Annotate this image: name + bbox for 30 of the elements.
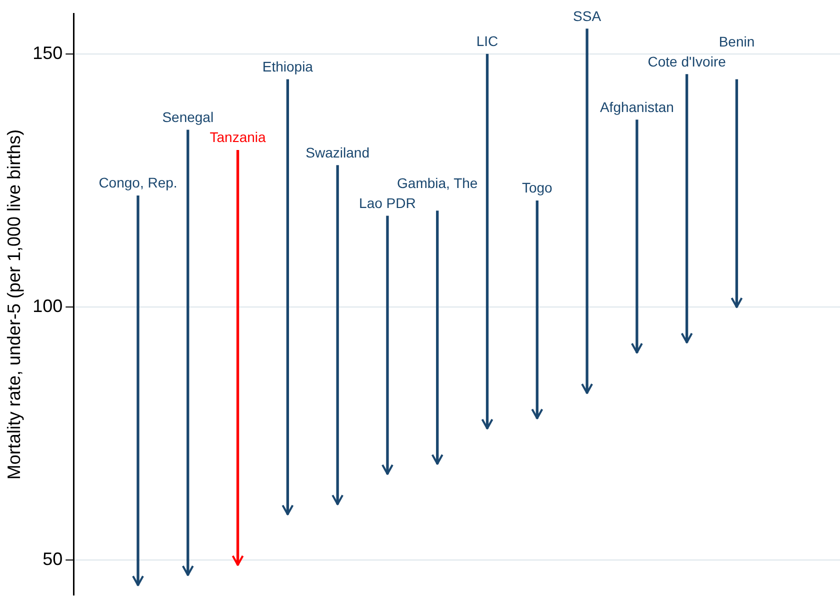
bar	[186, 130, 190, 576]
bar	[286, 79, 290, 515]
x-tick-label: Gambia, The	[397, 174, 478, 191]
bar	[386, 216, 389, 474]
bar	[735, 79, 738, 308]
y-tick-label: 100	[32, 296, 63, 316]
bar	[236, 150, 240, 566]
bar	[486, 54, 489, 429]
x-tick-label: Afghanistan	[600, 98, 674, 115]
x-tick-label: Senegal	[162, 108, 214, 125]
bar	[685, 74, 688, 343]
x-tick-label: Lao PDR	[359, 194, 416, 211]
x-tick-label: Togo	[522, 180, 553, 196]
y-tick-label: 50	[42, 548, 63, 569]
y-axis-title: Mortality rate, under-5 (per 1,000 live births)	[4, 129, 24, 480]
bar	[436, 210, 439, 464]
x-tick-label: Tanzania	[210, 129, 266, 146]
bar	[336, 165, 339, 505]
y-tick-label: 150	[32, 43, 63, 64]
bar	[636, 120, 638, 353]
x-tick-label: Cote d'Ivoire	[648, 53, 726, 70]
x-tick-label: Benin	[718, 33, 755, 50]
x-tick-label: SSA	[573, 8, 602, 24]
x-tick-label: Swaziland	[306, 144, 370, 160]
x-tick-label: Congo, Rep.	[98, 174, 178, 191]
bar	[536, 200, 538, 419]
x-tick-label: LIC	[476, 33, 498, 50]
bar	[586, 28, 588, 394]
bar	[136, 195, 140, 586]
x-tick-label: Ethiopia	[262, 58, 314, 74]
